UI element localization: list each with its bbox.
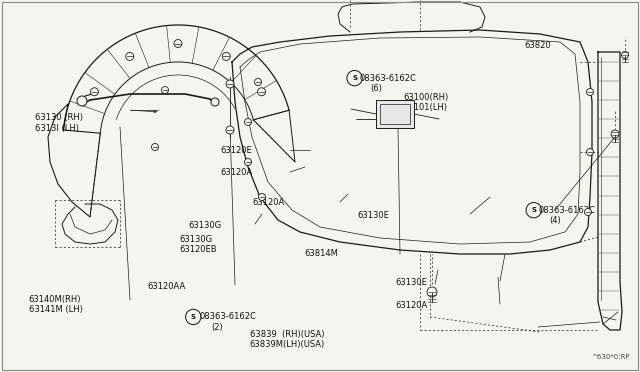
Circle shape [125, 52, 134, 60]
Text: 63141M (LH): 63141M (LH) [29, 305, 83, 314]
Circle shape [211, 98, 219, 106]
Text: 63120EB: 63120EB [179, 246, 217, 254]
Circle shape [77, 96, 87, 106]
Circle shape [611, 130, 619, 138]
Circle shape [586, 148, 593, 155]
Circle shape [222, 52, 230, 60]
Text: 63130G: 63130G [189, 221, 222, 230]
Text: 63839  (RH)(USA): 63839 (RH)(USA) [250, 330, 324, 339]
Circle shape [152, 144, 159, 151]
Text: 63130E: 63130E [357, 211, 389, 219]
Text: (2): (2) [211, 323, 223, 332]
Text: 63100(RH): 63100(RH) [403, 93, 449, 102]
Circle shape [244, 119, 252, 125]
Text: 63120A: 63120A [396, 301, 428, 310]
Text: 63120E: 63120E [221, 146, 253, 155]
Circle shape [226, 80, 234, 88]
Text: 63820: 63820 [525, 41, 552, 50]
Text: 63814M: 63814M [304, 249, 338, 258]
Text: 63120A: 63120A [221, 169, 253, 177]
Text: 08363-6162C: 08363-6162C [200, 312, 257, 321]
Text: 63130G: 63130G [179, 235, 212, 244]
Circle shape [584, 208, 591, 215]
Circle shape [586, 89, 593, 96]
Circle shape [244, 158, 252, 166]
Circle shape [427, 287, 437, 297]
Bar [376, 100, 414, 128]
Text: (4): (4) [549, 216, 561, 225]
Circle shape [259, 193, 266, 201]
Text: 63120AA: 63120AA [147, 282, 186, 291]
Text: S: S [191, 314, 196, 320]
Text: 63101(LH): 63101(LH) [403, 103, 447, 112]
Circle shape [161, 87, 168, 93]
Text: S: S [531, 207, 536, 213]
Text: 63130 (RH): 63130 (RH) [35, 113, 83, 122]
Text: 63839M(LH)(USA): 63839M(LH)(USA) [250, 340, 325, 349]
Circle shape [257, 88, 266, 96]
Circle shape [255, 78, 262, 86]
Text: 63130E: 63130E [396, 278, 428, 287]
Circle shape [174, 39, 182, 48]
Text: 6313I (LH): 6313I (LH) [35, 124, 79, 133]
Circle shape [90, 88, 99, 96]
Text: S: S [352, 75, 357, 81]
Circle shape [621, 51, 628, 58]
Text: (6): (6) [370, 84, 382, 93]
Circle shape [226, 126, 234, 134]
Text: 08363-6162C: 08363-6162C [539, 206, 596, 215]
Bar [380, 104, 410, 124]
Text: 63140M(RH): 63140M(RH) [29, 295, 81, 304]
Text: 08363-6162C: 08363-6162C [360, 74, 417, 83]
Text: 63120A: 63120A [253, 198, 285, 207]
Text: ^630*0:RP: ^630*0:RP [591, 354, 630, 360]
